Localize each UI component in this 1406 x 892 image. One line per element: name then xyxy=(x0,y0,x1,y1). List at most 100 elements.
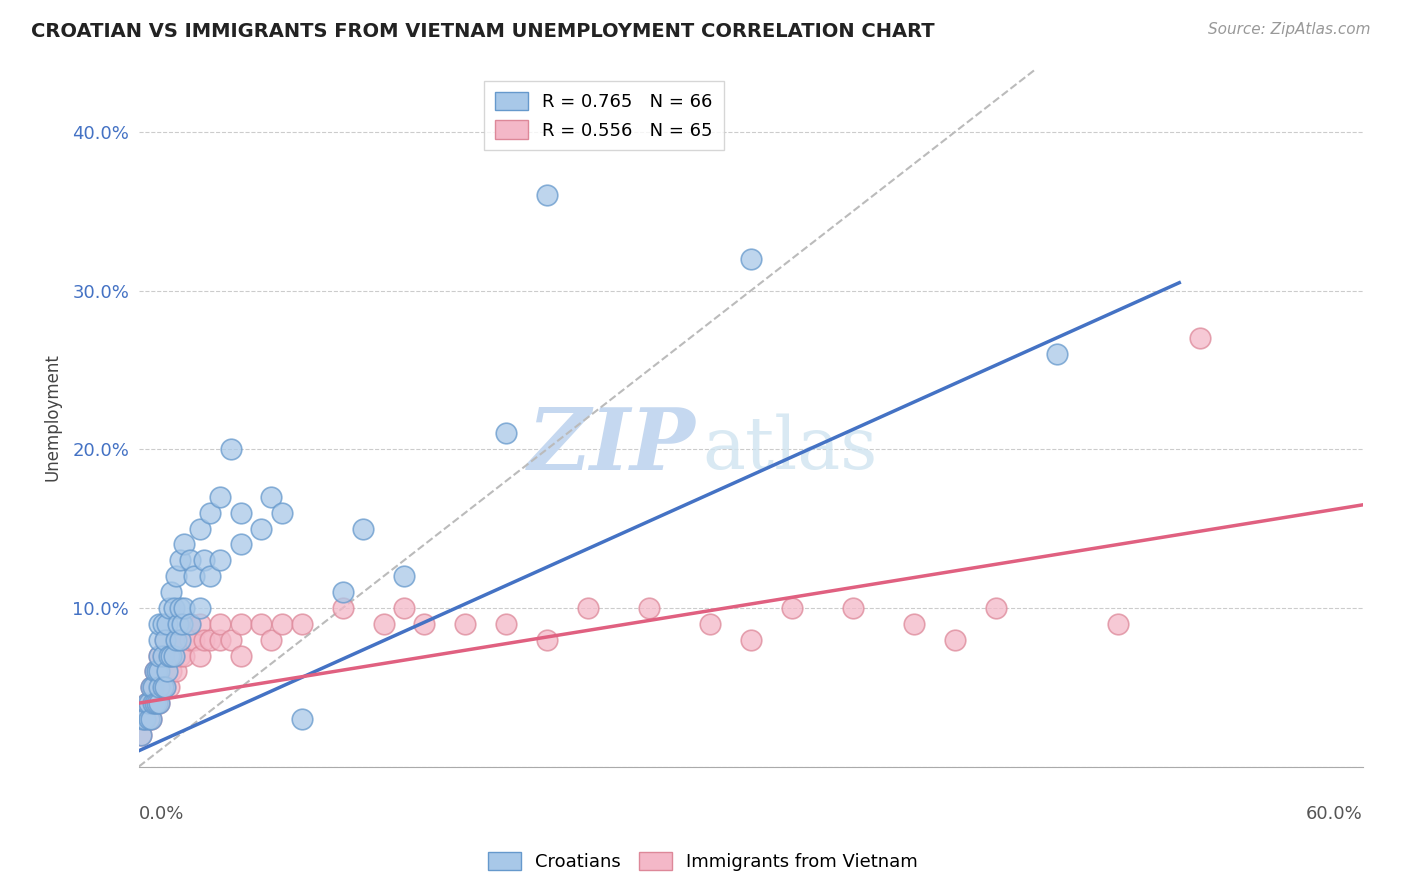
Point xyxy=(229,616,252,631)
Point xyxy=(740,632,762,647)
Point xyxy=(291,616,314,631)
Point xyxy=(332,601,354,615)
Point xyxy=(155,680,177,694)
Point xyxy=(138,696,160,710)
Point xyxy=(209,490,232,504)
Point xyxy=(165,569,187,583)
Point xyxy=(536,632,558,647)
Point xyxy=(148,680,170,694)
Point xyxy=(160,665,183,679)
Point xyxy=(159,648,181,663)
Point xyxy=(152,680,174,694)
Point xyxy=(139,712,162,726)
Point xyxy=(984,601,1007,615)
Point xyxy=(156,665,179,679)
Point xyxy=(165,632,187,647)
Point xyxy=(209,553,232,567)
Point xyxy=(260,490,283,504)
Point xyxy=(260,632,283,647)
Legend: Croatians, Immigrants from Vietnam: Croatians, Immigrants from Vietnam xyxy=(481,845,925,879)
Point xyxy=(166,632,188,647)
Point xyxy=(143,696,166,710)
Point xyxy=(155,632,177,647)
Point xyxy=(139,680,162,694)
Point xyxy=(229,506,252,520)
Point xyxy=(250,616,273,631)
Text: ZIP: ZIP xyxy=(527,404,696,487)
Legend: R = 0.765   N = 66, R = 0.556   N = 65: R = 0.765 N = 66, R = 0.556 N = 65 xyxy=(485,81,724,151)
Point xyxy=(148,696,170,710)
Point xyxy=(132,712,155,726)
Point xyxy=(142,680,165,694)
Point xyxy=(179,632,201,647)
Point xyxy=(156,616,179,631)
Point xyxy=(173,537,195,551)
Point xyxy=(169,648,191,663)
Point xyxy=(148,648,170,663)
Point xyxy=(943,632,966,647)
Point xyxy=(536,188,558,202)
Point xyxy=(1188,331,1211,345)
Point xyxy=(183,632,205,647)
Point xyxy=(152,648,174,663)
Point xyxy=(136,696,159,710)
Point xyxy=(146,665,169,679)
Point xyxy=(179,616,201,631)
Point xyxy=(160,585,183,599)
Point xyxy=(352,522,374,536)
Y-axis label: Unemployment: Unemployment xyxy=(44,353,60,482)
Point xyxy=(138,696,160,710)
Point xyxy=(413,616,436,631)
Point xyxy=(1107,616,1129,631)
Point xyxy=(173,648,195,663)
Point xyxy=(132,712,155,726)
Point xyxy=(155,632,177,647)
Point xyxy=(146,696,169,710)
Text: 0.0%: 0.0% xyxy=(139,805,184,823)
Point xyxy=(392,569,415,583)
Point xyxy=(903,616,925,631)
Point xyxy=(152,648,174,663)
Point xyxy=(169,632,191,647)
Point xyxy=(152,616,174,631)
Point xyxy=(148,648,170,663)
Point xyxy=(188,616,211,631)
Point xyxy=(159,648,181,663)
Point xyxy=(576,601,599,615)
Point xyxy=(134,712,156,726)
Point xyxy=(166,616,188,631)
Point xyxy=(142,680,165,694)
Point xyxy=(159,680,181,694)
Point xyxy=(148,632,170,647)
Point xyxy=(780,601,803,615)
Point xyxy=(162,648,184,663)
Point xyxy=(179,553,201,567)
Text: atlas: atlas xyxy=(702,414,877,484)
Point xyxy=(169,553,191,567)
Point xyxy=(138,712,160,726)
Point xyxy=(165,665,187,679)
Point xyxy=(740,252,762,266)
Point xyxy=(209,632,232,647)
Point xyxy=(173,601,195,615)
Point xyxy=(219,442,242,457)
Point xyxy=(169,601,191,615)
Point xyxy=(143,665,166,679)
Text: CROATIAN VS IMMIGRANTS FROM VIETNAM UNEMPLOYMENT CORRELATION CHART: CROATIAN VS IMMIGRANTS FROM VIETNAM UNEM… xyxy=(31,22,935,41)
Point xyxy=(373,616,395,631)
Point xyxy=(138,712,160,726)
Point xyxy=(148,696,170,710)
Point xyxy=(1046,347,1069,361)
Point xyxy=(270,616,292,631)
Point xyxy=(142,696,165,710)
Point xyxy=(188,522,211,536)
Point xyxy=(209,616,232,631)
Point xyxy=(193,632,215,647)
Point xyxy=(219,632,242,647)
Point xyxy=(139,712,162,726)
Point xyxy=(148,616,170,631)
Point xyxy=(148,665,170,679)
Point xyxy=(155,680,177,694)
Point xyxy=(129,728,152,742)
Point xyxy=(229,648,252,663)
